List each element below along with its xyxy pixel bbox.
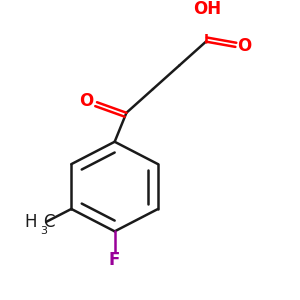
Text: 3: 3: [40, 226, 47, 236]
Text: H: H: [25, 213, 37, 231]
Text: C: C: [44, 213, 55, 231]
Text: OH: OH: [194, 0, 221, 18]
Text: O: O: [237, 38, 251, 56]
Text: F: F: [109, 251, 120, 269]
Text: O: O: [80, 92, 94, 110]
